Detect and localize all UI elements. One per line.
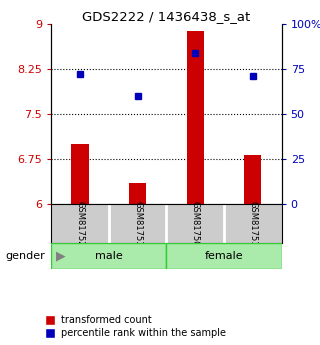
Bar [71,144,89,204]
Text: GSM81750: GSM81750 [191,201,200,246]
Bar [129,183,146,204]
Text: GSM81753: GSM81753 [133,200,142,246]
Text: female: female [205,251,243,261]
Bar [244,155,261,204]
Bar [51,243,166,269]
Title: GDS2222 / 1436438_s_at: GDS2222 / 1436438_s_at [82,10,251,23]
Bar [166,243,282,269]
Legend: transformed count, percentile rank within the sample: transformed count, percentile rank withi… [46,315,226,338]
Text: male: male [95,251,123,261]
Text: gender: gender [6,251,45,261]
Text: GSM81751: GSM81751 [248,201,257,246]
Bar [187,31,204,204]
Text: ▶: ▶ [56,249,65,263]
Text: GSM81752: GSM81752 [76,201,84,246]
